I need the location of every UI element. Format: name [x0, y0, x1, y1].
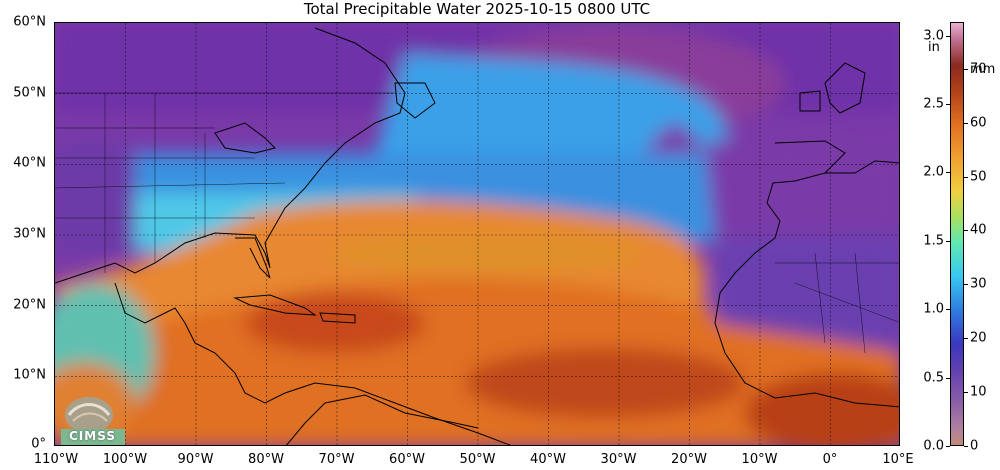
colorbar-inch-label: 2.0	[923, 164, 944, 180]
lon-label-80w: 80°W	[248, 452, 284, 467]
tpw-field	[55, 23, 899, 445]
colorbar-mm-tick	[964, 122, 968, 124]
graticule	[55, 23, 899, 445]
colorbar-mm-label: 50	[970, 169, 987, 185]
colorbar	[950, 22, 964, 446]
lon-label-70w: 70°W	[318, 452, 355, 467]
lat-label-20n: 20°N	[13, 297, 46, 313]
lon-label-100w: 100°W	[102, 452, 148, 467]
colorbar-inch-tick	[946, 377, 950, 379]
colorbar-unit-inches: in	[928, 40, 940, 55]
colorbar-inch-label: 1.5	[923, 233, 944, 249]
colorbar-mm-label: 20	[970, 330, 987, 346]
colorbar-mm-label: 30	[970, 276, 987, 292]
colorbar-inch-tick	[946, 446, 950, 447]
colorbar-inch-label: 3.0	[923, 28, 944, 44]
lat-label-30n: 30°N	[13, 226, 46, 242]
colorbar-inch-label: 1.0	[923, 301, 944, 317]
colorbar-mm-tick	[964, 68, 968, 70]
lon-label-10w: 10°W	[741, 452, 778, 467]
colorbar-mm-tick	[964, 392, 968, 394]
coastlines	[55, 27, 899, 445]
colorbar-mm-label: 0	[970, 438, 979, 454]
cimss-logo-text: CIMSS	[69, 429, 116, 443]
tpw-map: CIMSS	[54, 22, 900, 446]
colorbar-mm-tick	[964, 230, 968, 232]
lat-label-40n: 40°N	[13, 155, 46, 171]
colorbar-mm-tick	[964, 338, 968, 340]
lon-label-30w: 30°W	[600, 452, 637, 467]
colorbar-mm-label: 60	[970, 115, 987, 131]
colorbar-mm-tick	[964, 446, 968, 447]
map-title: Total Precipitable Water 2025-10-15 0800…	[303, 0, 651, 18]
colorbar-inch-tick	[946, 309, 950, 311]
lon-label-20w: 20°W	[671, 452, 707, 467]
colorbar-inch-tick	[946, 240, 950, 242]
colorbar-inch-tick	[946, 104, 950, 106]
colorbar-inch-label: 2.5	[923, 96, 944, 112]
lat-label-60n: 60°N	[13, 14, 46, 30]
colorbar-inch-label: 0.5	[923, 370, 944, 386]
lat-label-10n: 10°N	[13, 367, 46, 383]
lat-label-equator: 0°	[31, 436, 46, 452]
colorbar-inch-tick	[946, 35, 950, 37]
lon-label-0: 0°	[822, 452, 838, 467]
lon-label-110w: 110°W	[33, 452, 79, 467]
lon-label-60w: 60°W	[389, 452, 425, 467]
colorbar-unit-mm: mm	[970, 62, 996, 77]
colorbar-mm-label: 70	[970, 61, 987, 77]
lon-label-50w: 50°W	[459, 452, 496, 467]
colorbar-mm-label: 10	[970, 384, 987, 400]
cimss-logo	[61, 397, 125, 445]
lon-label-90w: 90°W	[177, 452, 214, 467]
colorbar-mm-tick	[964, 176, 968, 178]
borders	[55, 92, 899, 354]
lat-label-50n: 50°N	[13, 85, 46, 101]
colorbar-mm-tick	[964, 284, 968, 286]
colorbar-mm-label: 40	[970, 222, 987, 238]
colorbar-inch-tick	[946, 172, 950, 174]
lon-label-40w: 40°W	[530, 452, 566, 467]
colorbar-inch-label: 0.0	[923, 438, 944, 454]
lon-label-10e: 10°E	[882, 452, 914, 467]
